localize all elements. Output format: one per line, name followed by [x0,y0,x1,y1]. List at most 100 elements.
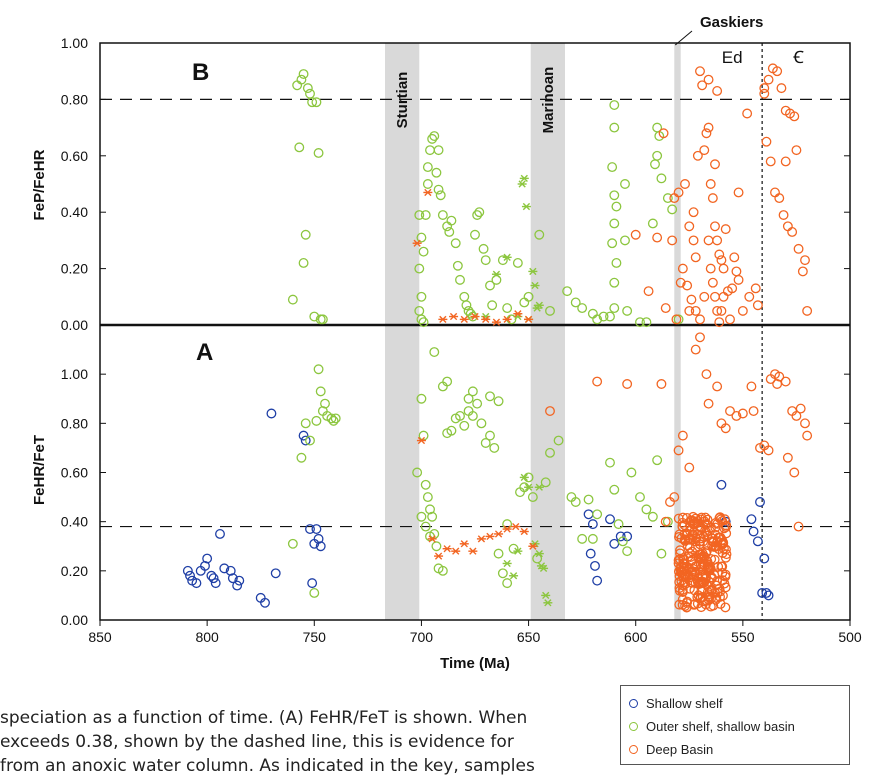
y-tick-label-a: 0.60 [61,465,88,481]
data-point-outer [502,578,513,589]
data-point-deep-star [481,315,491,324]
data-point-shallow [219,563,230,574]
data-point-outer [429,347,440,357]
data-point-outer [450,238,461,249]
data-point-outer [298,69,309,79]
data-point-outer [497,568,508,579]
data-point-outer [416,314,427,325]
figure-caption: speciation as a function of time. (A) Fe… [0,706,590,778]
data-point-outer [459,420,470,431]
data-point-deep [727,283,738,294]
data-point-deep-cluster [674,583,685,593]
data-point-outer [570,497,581,507]
data-point-deep [748,406,759,416]
data-point-deep-cluster [715,591,725,602]
data-point-shallow [315,541,326,552]
data-point-outer [622,546,633,557]
data-point-outer [313,364,324,375]
data-point-shallow [761,588,772,598]
data-point-deep [682,280,693,291]
data-point-shallow [748,526,759,537]
star-stroke [428,535,436,543]
deep-marker-icon [629,745,638,754]
data-point-outer-star [502,559,512,568]
y-tick-label-a: 0.40 [61,514,88,530]
data-point-deep [729,252,740,263]
data-point-shallow [202,553,213,564]
data-point-deep-cluster [720,602,731,613]
data-point-deep [716,255,727,266]
band-label-sturtian: Sturtian [394,72,411,129]
data-point-deep-star [459,315,469,324]
data-point-deep [802,305,813,316]
data-point-outer-star [534,483,544,491]
data-point-deep [770,187,780,198]
data-point-deep-cluster [713,532,724,543]
plot-frame [99,42,851,621]
data-point-deep-cluster [674,529,685,540]
data-point-shallow [208,573,219,584]
era-label: Ꞓ [792,48,804,67]
band-label-marinoan: Marinoan [540,67,557,134]
star-stroke [452,547,460,555]
y-tick-label-b: 0.20 [61,261,88,277]
data-point-outer [656,548,667,559]
data-point-outer [433,184,444,195]
data-point-shallow [583,509,594,520]
data-point-deep [622,379,633,389]
data-point-deep-cluster [688,511,699,522]
data-point-outer [433,145,444,156]
x-axis-label: Time (Ma) [440,655,510,672]
data-point-outer [320,398,330,409]
data-point-deep-star [511,522,521,531]
data-point-outer [476,418,487,429]
data-point-deep [761,136,772,147]
data-point-deep [731,266,742,277]
data-point-shallow [232,580,243,591]
data-point-outer [540,477,551,488]
chart-frame [99,42,851,626]
data-point-deep [630,229,641,240]
data-point-deep [695,332,705,343]
data-point-outer [470,229,480,240]
data-point-outer [414,263,425,274]
data-point-outer [480,255,491,266]
data-point-outer [641,504,652,515]
data-point-deep [652,232,663,243]
data-point-deep-star [485,532,495,541]
data-point-outer [427,511,438,522]
data-point-outer [302,83,313,94]
data-point-outer [607,162,618,173]
data-point-deep [703,74,714,85]
data-point-outer [491,274,502,285]
data-point-outer [577,533,588,544]
data-point-deep [725,314,735,325]
data-point-deep-cluster [684,583,695,594]
data-point-shallow [206,570,217,581]
data-point-outer [452,260,463,271]
data-point-deep-star [427,535,437,543]
legend-item-outer: Outer shelf, shallow basin [621,716,849,737]
data-point-outer [317,314,328,325]
data-point-outer [662,193,673,204]
data-point-deep-cluster [710,522,721,533]
data-point-deep-cluster [721,549,732,560]
star-stroke [449,312,458,321]
star-stroke [529,542,537,550]
data-point-deep-star [468,547,478,555]
data-point-outer [420,210,431,220]
data-point-outer [652,150,663,161]
data-point-deep-cluster [703,589,714,600]
x-tick-label: 750 [303,629,327,645]
data-point-deep-cluster [696,602,707,613]
data-point-outer [300,229,311,240]
data-point-deep [701,128,712,139]
legend-label: Outer shelf, shallow basin [646,719,795,734]
data-point-deep [800,418,810,429]
data-point-deep [671,314,682,325]
data-point-deep [665,497,675,507]
data-point-deep [712,305,723,316]
data-point-deep [686,294,697,305]
y-tick-label-b: 1.00 [61,35,88,51]
data-point-deep-star [449,312,459,321]
